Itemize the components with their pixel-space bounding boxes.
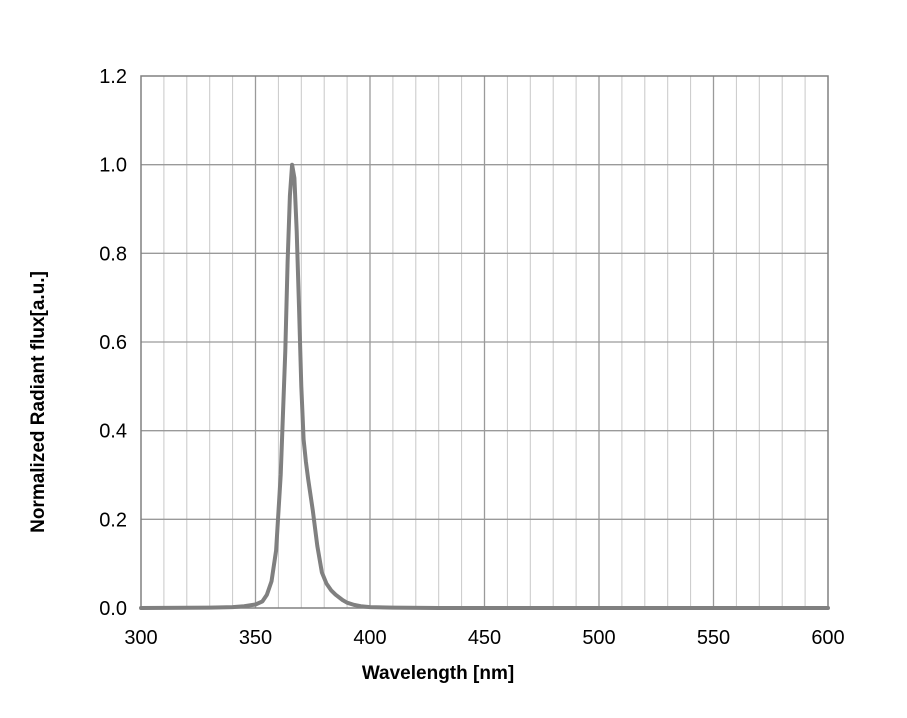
x-tick-label: 450 <box>468 627 501 649</box>
x-tick-label: 400 <box>353 627 386 649</box>
y-tick-label: 0.0 <box>99 598 127 620</box>
series-line <box>139 162 830 610</box>
x-tick-label: 300 <box>124 627 157 649</box>
y-axis-ticks: 0.0 0.2 0.4 0.6 0.8 1.0 1.2 <box>99 66 127 620</box>
y-tick-label: 1.0 <box>99 155 127 177</box>
x-axis-ticks: 300 350 400 450 500 550 600 <box>124 627 844 649</box>
grid-lines <box>141 76 828 608</box>
y-axis-label: Normalized Radiant flux[a.u.] <box>28 271 49 533</box>
y-tick-label: 0.4 <box>99 421 127 443</box>
x-tick-label: 350 <box>239 627 272 649</box>
y-tick-label: 0.8 <box>99 243 127 265</box>
x-axis-label: Wavelength [nm] <box>362 663 514 684</box>
series-layer <box>139 162 830 610</box>
y-tick-label: 0.6 <box>99 332 127 354</box>
y-tick-label: 1.2 <box>99 66 127 88</box>
x-tick-label: 550 <box>697 627 730 649</box>
y-tick-label: 0.2 <box>99 509 127 531</box>
x-tick-label: 500 <box>582 627 615 649</box>
x-tick-label: 600 <box>811 627 844 649</box>
